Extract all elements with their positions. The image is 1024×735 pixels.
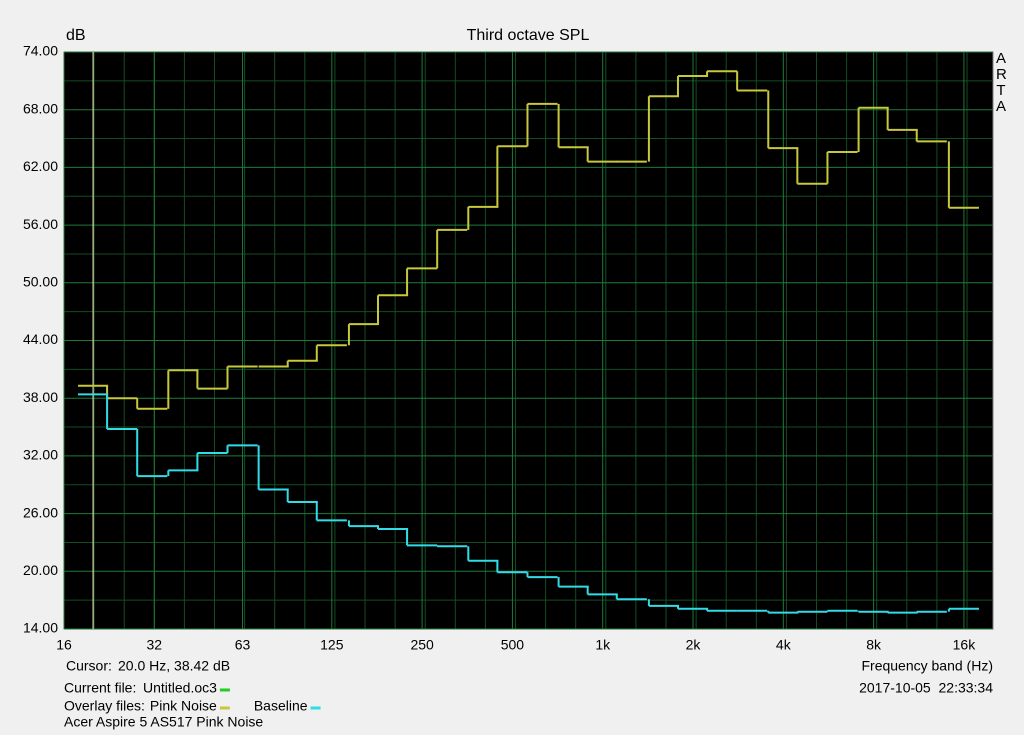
y-tick-label: 74.00 — [23, 43, 58, 59]
y-axis-label: dB — [66, 27, 86, 44]
cursor-readout: 20.0 Hz, 38.42 dB — [118, 658, 230, 674]
y-tick-label: 44.00 — [23, 331, 58, 347]
y-tick-label: 20.00 — [23, 562, 58, 578]
cursor-label: Cursor: — [66, 658, 112, 674]
timestamp: 2017-10-05 22:33:34 — [859, 680, 993, 696]
y-tick-label: 32.00 — [23, 447, 58, 463]
y-tick-label: 50.00 — [23, 274, 58, 290]
current-file: Untitled.oc3 — [143, 680, 217, 696]
x-tick-label: 500 — [501, 637, 525, 653]
legend-label: Pink Noise — [150, 698, 217, 714]
note: Acer Aspire 5 AS517 Pink Noise — [64, 714, 263, 730]
x-tick-label: 250 — [410, 637, 434, 653]
legend-label: Baseline — [254, 698, 308, 714]
x-tick-label: 32 — [147, 637, 163, 653]
side-label: ARTA — [996, 50, 1007, 115]
y-tick-label: 62.00 — [23, 158, 58, 174]
y-tick-label: 68.00 — [23, 100, 58, 116]
y-tick-label: 14.00 — [23, 620, 58, 636]
x-tick-label: 4k — [776, 637, 792, 653]
chart-title: Third octave SPL — [467, 27, 590, 44]
x-tick-label: 16 — [56, 637, 72, 653]
y-tick-label: 38.00 — [23, 389, 58, 405]
x-tick-label: 2k — [686, 637, 702, 653]
x-axis-label: Frequency band (Hz) — [861, 658, 993, 674]
x-tick-label: 8k — [866, 637, 882, 653]
overlay-label: Overlay files: — [64, 698, 145, 714]
y-tick-label: 56.00 — [23, 216, 58, 232]
current-file-label: Current file: — [64, 680, 136, 696]
y-tick-label: 26.00 — [23, 504, 58, 520]
x-tick-label: 125 — [320, 637, 344, 653]
x-tick-label: 63 — [235, 637, 251, 653]
x-tick-label: 1k — [595, 637, 611, 653]
x-tick-label: 16k — [953, 637, 977, 653]
